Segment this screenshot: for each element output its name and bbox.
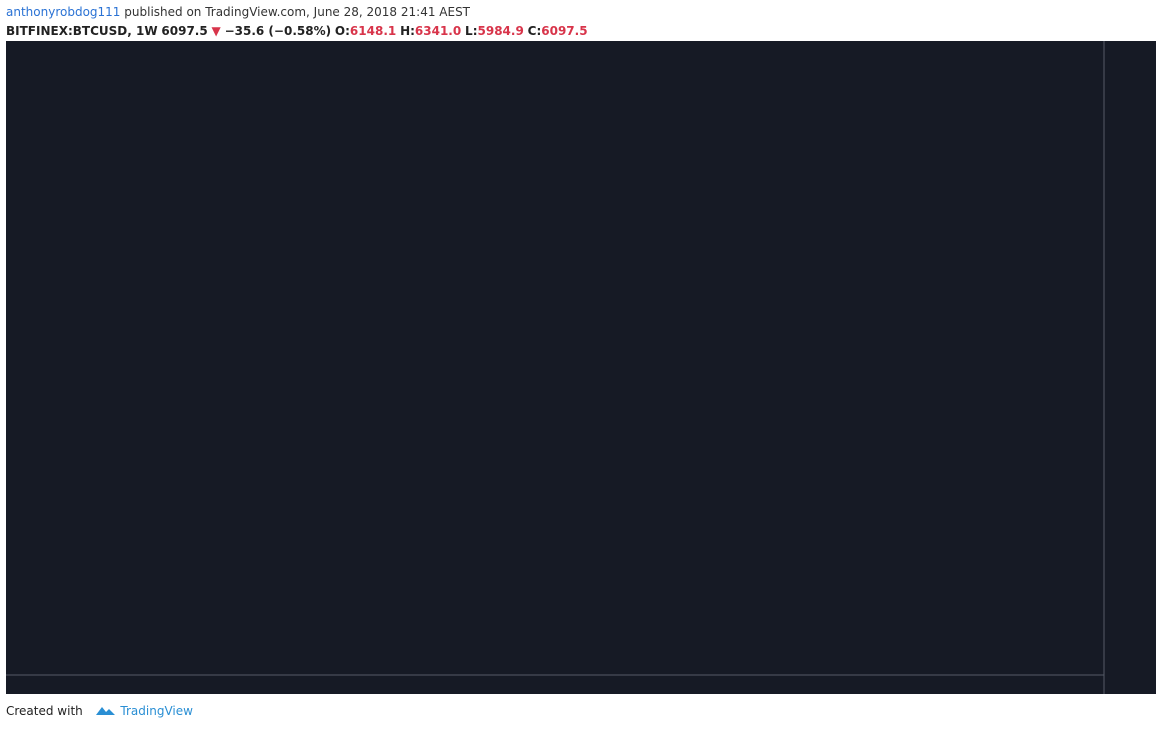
l: 5984.9 bbox=[477, 24, 524, 38]
change: −35.6 (−0.58%) bbox=[224, 24, 332, 38]
logo bbox=[95, 707, 115, 715]
header: anthonyrobdog111 published on TradingVie… bbox=[6, 3, 588, 41]
published: published on TradingView.com, June 28, 2… bbox=[124, 5, 471, 19]
arrow: ▼ bbox=[211, 24, 221, 38]
footer: Created with TradingView bbox=[6, 703, 193, 718]
brand[interactable]: TradingView bbox=[120, 704, 193, 718]
chart-background bbox=[6, 41, 1156, 694]
o-label: O: bbox=[334, 24, 350, 38]
c-label: C: bbox=[527, 24, 542, 38]
h: 6341.0 bbox=[414, 24, 462, 38]
chart bbox=[6, 41, 1156, 694]
c: 6097.5 bbox=[541, 24, 588, 38]
price-axis bbox=[1104, 41, 1156, 694]
logo-shape bbox=[95, 707, 115, 715]
last: 6097.5 bbox=[161, 24, 208, 38]
h-label: H: bbox=[400, 24, 415, 38]
header-line: anthonyrobdog111 published on TradingVie… bbox=[6, 3, 588, 22]
symbol: BITFINEX:BTCUSD, 1W bbox=[6, 24, 158, 38]
created-with: Created with bbox=[6, 704, 83, 718]
l-label: L: bbox=[465, 24, 478, 38]
o: 6148.1 bbox=[349, 24, 397, 38]
user-link[interactable]: anthonyrobdog111 bbox=[6, 5, 121, 19]
header-line: BITFINEX:BTCUSD, 1W 6097.5 ▼ −35.6 (−0.5… bbox=[6, 22, 588, 41]
